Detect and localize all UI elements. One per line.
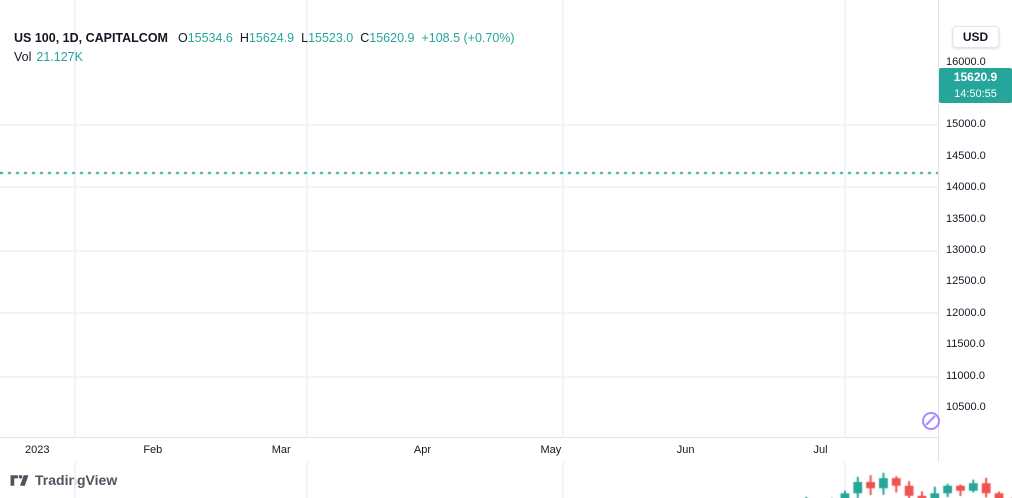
- bar-countdown: 14:50:55: [954, 87, 997, 100]
- symbol-title[interactable]: US 100, 1D, CAPITALCOM: [14, 30, 168, 45]
- time-axis-tick: Jul: [813, 444, 828, 456]
- change-value: +108.5 (+0.70%): [421, 30, 515, 45]
- price-axis-tick: 14500.0: [946, 149, 986, 162]
- volume-value: 21.127K: [36, 49, 83, 64]
- time-axis[interactable]: 2023 Feb Mar Apr May Jun Jul: [0, 437, 938, 462]
- time-axis-tick: 2023: [25, 444, 50, 456]
- price-axis-tick: 16000.0: [946, 55, 986, 68]
- price-axis-tick: 13000.0: [946, 243, 986, 256]
- price-axis-tick: 11500.0: [946, 338, 985, 351]
- ohlc-low: L15523.0: [301, 31, 353, 45]
- low-label: L: [301, 30, 309, 45]
- close-label: C: [360, 30, 370, 45]
- currency-usd-button[interactable]: USD: [951, 26, 1000, 48]
- price-axis-tick: 10500.0: [946, 400, 986, 413]
- chart-legend: US 100, 1D, CAPITALCOM O15534.6 H15624.9…: [14, 28, 515, 66]
- close-value: 15620.9: [369, 30, 415, 45]
- open-value: 15534.6: [187, 30, 233, 45]
- open-label: O: [177, 30, 188, 45]
- high-label: H: [239, 30, 249, 45]
- ohlc-close: C15620.9: [360, 31, 414, 45]
- time-axis-tick: May: [540, 444, 562, 456]
- price-axis-tick: 11000.0: [946, 369, 985, 382]
- last-price-badge: 15620.9 14:50:55: [939, 67, 1012, 103]
- price-axis-tick: 12500.0: [946, 275, 986, 288]
- time-axis-tick: Feb: [143, 444, 163, 456]
- legend-volume-row: Vol 21.127K: [14, 47, 515, 66]
- ohlc-open: O15534.6: [178, 31, 233, 45]
- time-axis-tick: Jun: [676, 444, 695, 456]
- price-axis-tick: 12000.0: [946, 306, 986, 319]
- broker-watermark-icon: [921, 411, 941, 431]
- price-axis-tick: 15000.0: [946, 118, 986, 131]
- high-value: 15624.9: [248, 30, 295, 45]
- time-axis-tick: Apr: [413, 444, 432, 456]
- ohlc-high: H15624.9: [240, 31, 294, 45]
- last-price-value: 15620.9: [953, 69, 998, 84]
- volume-label: Vol: [14, 49, 32, 64]
- price-axis-tick: 14000.0: [946, 181, 986, 194]
- low-value: 15523.0: [308, 30, 354, 45]
- price-axis[interactable]: 10500.0 11000.0 11500.0 12000.0 12500.0 13000…: [938, 0, 1012, 462]
- legend-symbol-row: US 100, 1D, CAPITALCOM O15534.6 H15624.9…: [14, 28, 515, 47]
- time-axis-tick: Mar: [271, 444, 291, 456]
- price-axis-tick: 13500.0: [946, 212, 986, 225]
